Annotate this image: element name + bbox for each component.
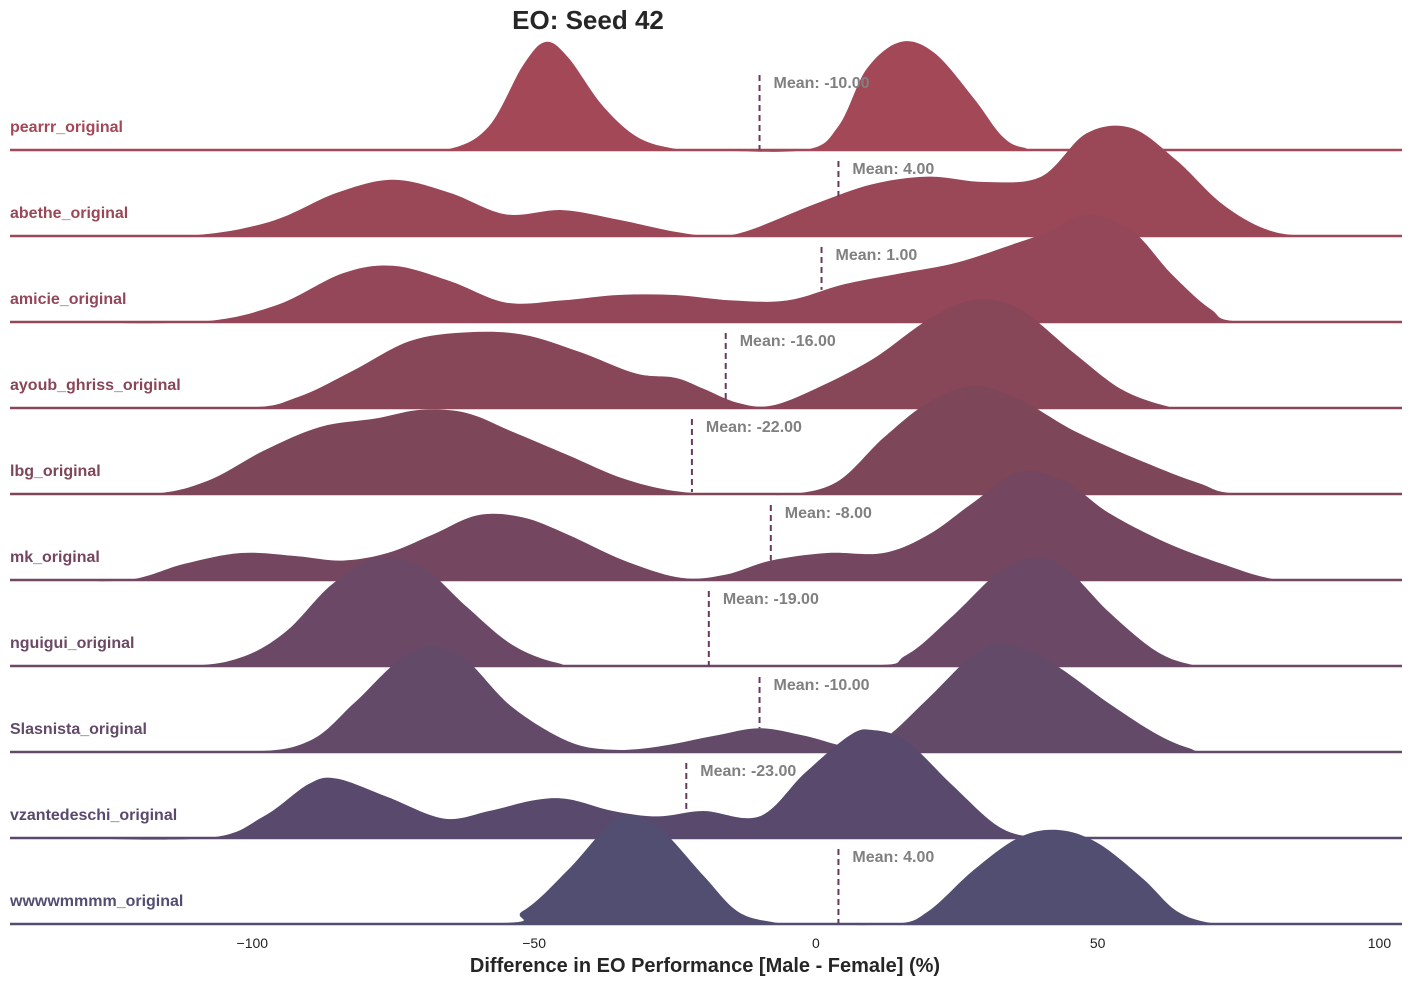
density-area	[55, 729, 1403, 840]
ridge-nguigui_original: Mean: -19.00 nguigui_original	[10, 556, 1403, 668]
x-tick-label: 50	[1090, 935, 1106, 951]
density-area	[55, 815, 1403, 926]
ridge-label: amicie_original	[10, 291, 127, 308]
density-area	[55, 299, 1403, 409]
density-area	[55, 125, 1403, 238]
density-area	[55, 643, 1403, 753]
mean-label: Mean: 4.00	[852, 161, 934, 178]
mean-label: Mean: 4.00	[852, 849, 934, 866]
x-tick-label: 0	[812, 935, 820, 951]
ridge-Slasnista_original: Mean: -10.00 Slasnista_original	[10, 643, 1403, 754]
density-area	[55, 470, 1403, 582]
x-axis: −100 −50 0 50 100	[237, 935, 1392, 951]
mean-label: Mean: -16.00	[740, 333, 836, 350]
ridge-ayoub_ghriss_original: Mean: -16.00 ayoub_ghriss_original	[10, 299, 1403, 410]
ridge-label: nguigui_original	[10, 635, 134, 652]
density-area	[55, 214, 1403, 324]
x-tick-label: −50	[522, 935, 546, 951]
ridge-label: lbg_original	[10, 463, 101, 480]
ridge-amicie_original: Mean: 1.00 amicie_original	[10, 214, 1403, 324]
ridge-mk_original: Mean: -8.00 mk_original	[10, 470, 1403, 582]
mean-label: Mean: 1.00	[836, 247, 918, 264]
ridge-pearrr_original: Mean: -10.00 pearrr_original	[10, 41, 1403, 152]
mean-label: Mean: -19.00	[723, 591, 819, 608]
ridge-vzantedeschi_original: Mean: -23.00 vzantedeschi_original	[10, 729, 1403, 840]
mean-label: Mean: -10.00	[774, 75, 870, 92]
ridge-abethe_original: Mean: 4.00 abethe_original	[10, 125, 1403, 238]
x-axis-label: Difference in EO Performance [Male - Fem…	[470, 955, 940, 977]
ridge-label: Slasnista_original	[10, 721, 147, 738]
mean-label: Mean: -10.00	[774, 677, 870, 694]
x-tick-label: 100	[1368, 935, 1392, 951]
mean-label: Mean: -23.00	[700, 763, 796, 780]
ridge-label: mk_original	[10, 549, 100, 566]
ridge-label: pearrr_original	[10, 119, 123, 136]
density-area	[55, 385, 1403, 496]
density-area	[55, 556, 1403, 667]
ridge-label: wwwwmmmm_original	[9, 893, 183, 910]
ridge-label: ayoub_ghriss_original	[10, 377, 181, 394]
density-area	[55, 41, 1403, 152]
ridges: Mean: -10.00 pearrr_original Mean: 4.00 abe…	[9, 41, 1403, 926]
ridge-wwwwmmmm_original: Mean: 4.00 wwwwmmmm_original	[9, 815, 1403, 926]
ridge-label: vzantedeschi_original	[10, 807, 177, 824]
chart-title: EO: Seed 42	[512, 5, 664, 35]
mean-label: Mean: -8.00	[785, 505, 872, 522]
ridge-label: abethe_original	[10, 205, 128, 222]
x-tick-label: −100	[237, 935, 269, 951]
ridge-lbg_original: Mean: -22.00 lbg_original	[10, 385, 1403, 496]
mean-label: Mean: -22.00	[706, 419, 802, 436]
